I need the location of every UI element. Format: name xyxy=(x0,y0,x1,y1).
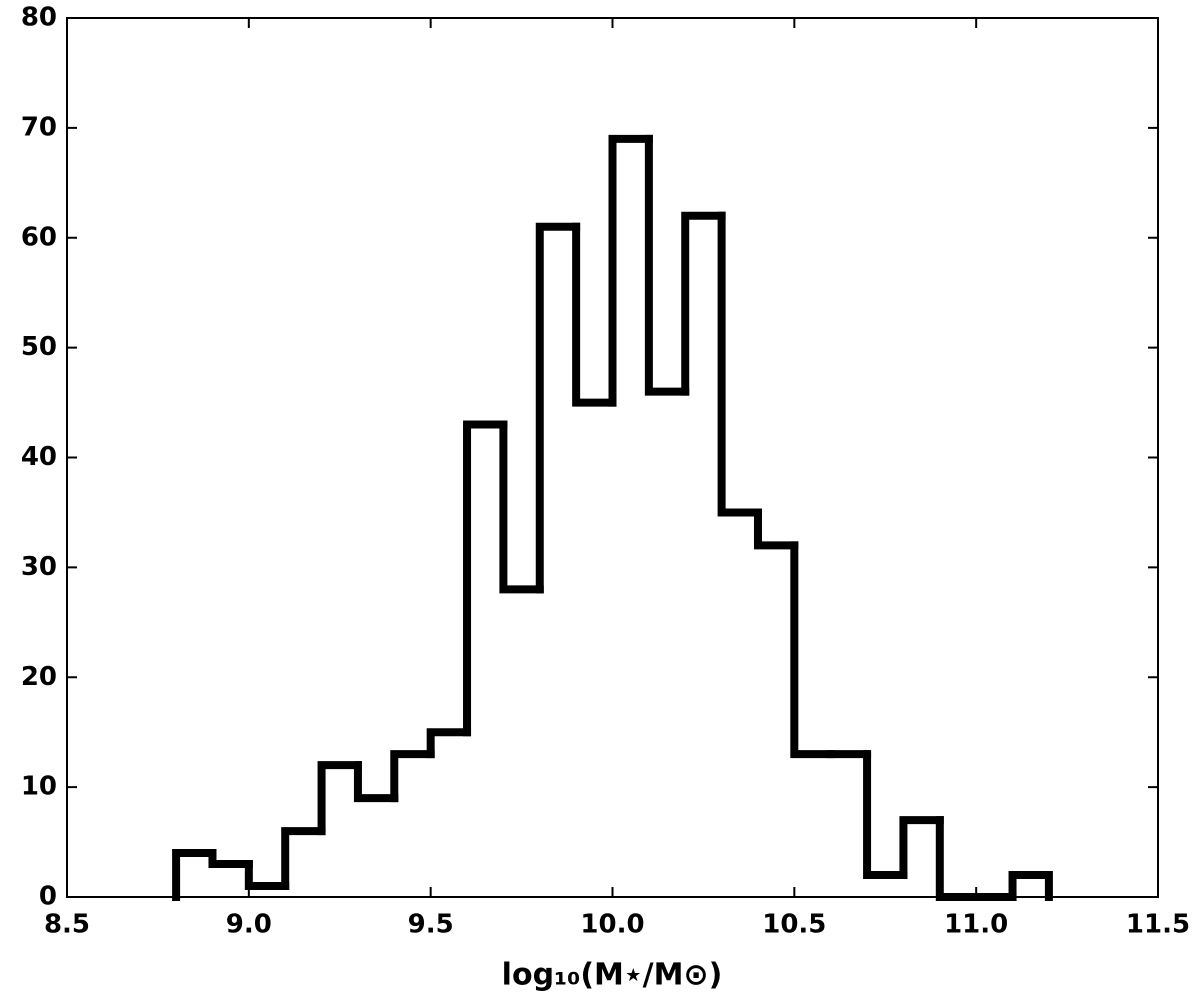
histogram-bin xyxy=(935,816,981,901)
histogram-bin xyxy=(353,761,399,803)
x-tick-label: 11.0 xyxy=(944,910,1008,940)
histogram-bin xyxy=(790,541,835,759)
histogram-bin xyxy=(463,420,508,737)
histogram-bin xyxy=(172,849,217,901)
y-tick-label: 70 xyxy=(21,112,57,142)
y-tick-label: 20 xyxy=(21,662,57,692)
histogram-bin xyxy=(608,134,653,407)
y-tick-label: 0 xyxy=(39,882,57,912)
x-tick-label: 10.5 xyxy=(762,910,826,940)
histogram-bin xyxy=(208,849,253,869)
histogram-bin xyxy=(390,750,435,803)
histogram-bin xyxy=(1008,871,1053,901)
histogram-bin xyxy=(681,211,726,396)
histogram-bin xyxy=(899,816,944,880)
x-tick-label: 10.0 xyxy=(580,910,644,940)
x-tick-label: 9.0 xyxy=(226,910,272,940)
y-tick-label: 30 xyxy=(21,552,57,582)
x-tick-label: 8.5 xyxy=(44,910,90,940)
y-tick-label: 40 xyxy=(21,442,57,472)
histogram-bin xyxy=(281,827,326,891)
histogram-bin xyxy=(535,222,581,594)
histogram-bin xyxy=(753,508,799,550)
histogram-bin xyxy=(499,420,544,594)
histogram-bin xyxy=(717,211,762,517)
histogram-bin xyxy=(426,728,472,759)
x-axis-label: log₁₀(M⋆/M⊙) xyxy=(502,958,723,993)
histogram-bin xyxy=(644,134,690,396)
y-tick-label: 60 xyxy=(21,222,57,252)
y-tick-label: 80 xyxy=(21,3,57,33)
y-tick-label: 10 xyxy=(21,772,57,802)
histogram-bin xyxy=(863,750,908,880)
histogram-bin xyxy=(572,222,617,407)
x-tick-label: 9.5 xyxy=(408,910,454,940)
x-tick-label: 11.5 xyxy=(1126,910,1190,940)
histogram-bin xyxy=(317,761,362,836)
histogram-bin xyxy=(244,860,290,891)
y-tick-label: 50 xyxy=(21,332,57,362)
